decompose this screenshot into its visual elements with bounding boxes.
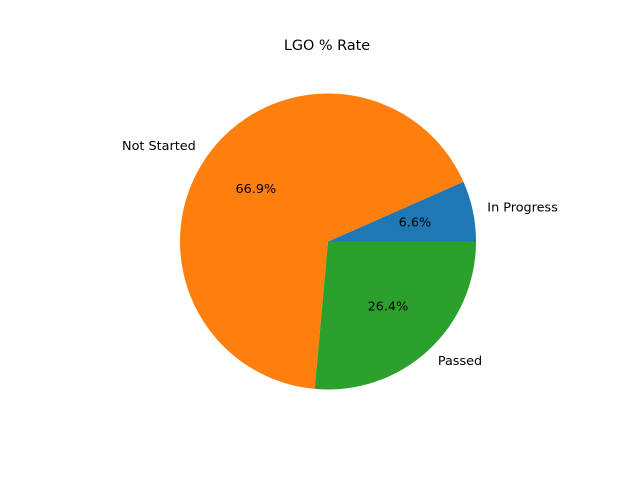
pie-labels: In Progress 6.6% Not Started 66.9% Passed 26.… (122, 139, 558, 369)
slice-label-in-progress: In Progress (487, 200, 558, 215)
pie-slices (180, 93, 477, 390)
pie-slice-not-started (180, 93, 464, 389)
pie-slice-passed (314, 241, 477, 390)
slice-percent-in-progress: 6.6% (399, 216, 432, 231)
chart-title: LGO % Rate (284, 38, 370, 54)
slice-percent-passed: 26.4% (368, 300, 409, 315)
slice-label-not-started: Not Started (122, 139, 196, 154)
slice-percent-not-started: 66.9% (236, 182, 277, 197)
pie-slice-in-progress (328, 181, 477, 242)
slice-label-passed: Passed (438, 354, 482, 369)
